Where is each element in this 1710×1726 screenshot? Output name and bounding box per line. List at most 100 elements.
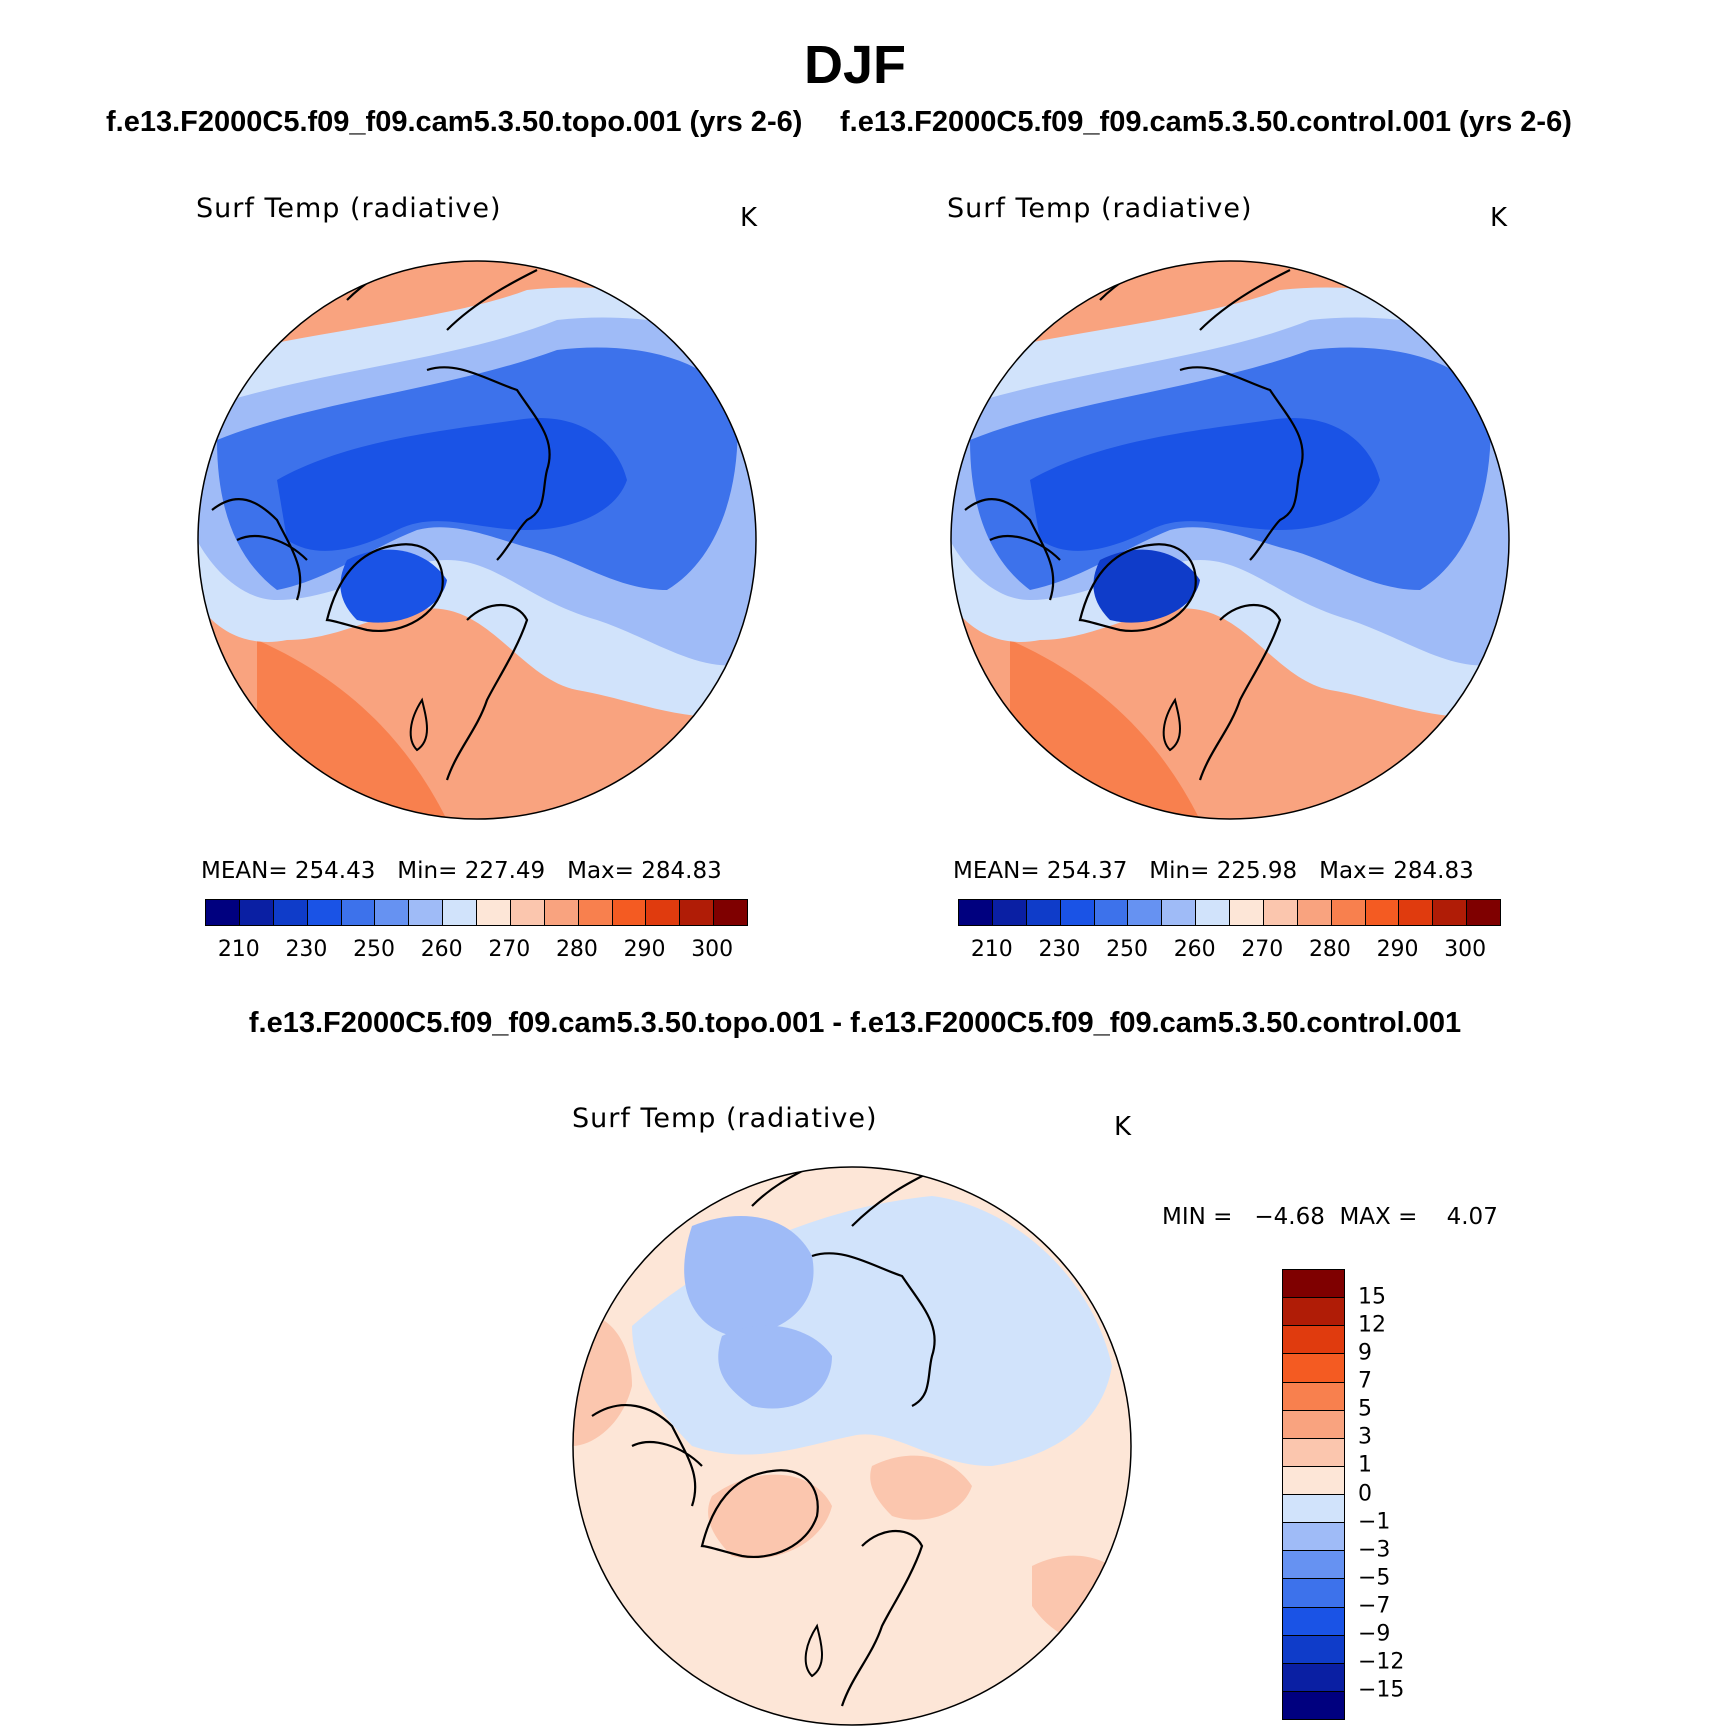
variable-label-diff: Surf Temp (radiative) [572, 1103, 878, 1134]
colorbar-topo-swatch [273, 900, 308, 925]
map-fill-greenland [340, 549, 447, 623]
colorbar-difference-tick-label: 1 [1358, 1452, 1372, 1478]
colorbar-topo-swatch [477, 900, 511, 925]
colorbar-topo-tick-label: 270 [488, 937, 531, 962]
colorbar-difference-swatch [1283, 1607, 1344, 1636]
colorbar-difference-swatch [1283, 1298, 1344, 1327]
colorbar-topo-swatch [646, 900, 681, 925]
colorbar-difference-swatch [1283, 1691, 1344, 1719]
colorbar-topo-swatch [443, 900, 477, 925]
colorbar-control-tick-label: 250 [1106, 937, 1149, 962]
season-title: DJF [803, 35, 906, 95]
colorbar-topo-swatch [307, 900, 342, 925]
map-fill-arctic [1030, 418, 1380, 551]
colorbar-control-swatch [992, 900, 1027, 925]
colorbar-topo-tick-label: 210 [217, 937, 260, 962]
colorbar-control-swatch [1128, 900, 1163, 925]
colorbar-topo-tick-label: 260 [420, 937, 463, 962]
colorbar-difference-tick-label: 3 [1358, 1424, 1372, 1450]
map-coast-canada [964, 498, 1061, 601]
colorbar-difference-tick-label: 9 [1358, 1340, 1372, 1366]
colorbar-topo-tick-label: 290 [623, 937, 666, 962]
colorbar-difference-tick-label: 12 [1358, 1312, 1386, 1338]
stats-control: MEAN= 254.37 Min= 225.98 Max= 284.83 [953, 858, 1474, 884]
colorbar-topo-swatch [544, 900, 579, 925]
map-coast-eurasia [1179, 366, 1304, 561]
colorbar-control [958, 899, 1501, 926]
map-coast-greenland [700, 1469, 819, 1558]
colorbar-difference-tick-label: −1 [1358, 1509, 1391, 1535]
map-coast-uk [409, 697, 428, 752]
map-coast-scandinavia [445, 604, 529, 781]
units-label-diff: K [1114, 1112, 1132, 1142]
colorbar-difference-swatch [1283, 1410, 1344, 1439]
run-title-topo: f.e13.F2000C5.f09_f09.cam5.3.50.topo.001… [106, 106, 803, 138]
colorbar-difference-swatch [1283, 1495, 1344, 1524]
colorbar-topo-tick-label: 300 [691, 937, 734, 962]
colorbar-control-tick-label: 210 [970, 937, 1013, 962]
colorbar-topo-swatch [612, 900, 647, 925]
colorbar-difference-tick-label: −7 [1358, 1593, 1391, 1619]
map-coast-eurasia [811, 1252, 936, 1407]
colorbar-topo-swatch [714, 900, 747, 925]
colorbar-difference-swatch [1283, 1354, 1344, 1383]
colorbar-control-swatch [1365, 900, 1400, 925]
colorbar-difference-tick-label: 5 [1358, 1396, 1372, 1422]
colorbar-control-swatch [959, 900, 993, 925]
colorbar-control-tick-label: 230 [1038, 937, 1081, 962]
variable-label-topo: Surf Temp (radiative) [196, 193, 502, 224]
units-label-control: K [1490, 203, 1508, 233]
colorbar-difference-swatch [1283, 1270, 1344, 1299]
colorbar-topo-swatch [409, 900, 444, 925]
colorbar-difference-tick-label: −12 [1358, 1649, 1405, 1675]
colorbar-control-swatch [1433, 900, 1468, 925]
colorbar-difference-swatch [1283, 1579, 1344, 1608]
colorbar-difference-tick-label: 0 [1358, 1481, 1372, 1506]
colorbar-difference-swatch [1283, 1382, 1344, 1411]
colorbar-difference-swatch [1283, 1635, 1344, 1664]
colorbar-control-swatch [1094, 900, 1129, 925]
map-coast-greenland [325, 543, 444, 632]
colorbar-difference-tick-label: 7 [1358, 1368, 1372, 1394]
colorbar-topo-tick-label: 280 [555, 937, 598, 962]
colorbar-difference-tick-label: −15 [1358, 1677, 1405, 1703]
colorbar-control-tick-label: 300 [1444, 937, 1487, 962]
colorbar-difference-tick-label: −5 [1358, 1565, 1391, 1591]
colorbar-topo-swatch [341, 900, 376, 925]
colorbar-difference-tick-label: −9 [1358, 1621, 1391, 1647]
map-fill-positive-greenland [708, 1474, 832, 1559]
map-coast-uk [1162, 697, 1181, 752]
colorbar-control-swatch [1263, 900, 1298, 925]
colorbar-ticks-difference: 15 12 9 7 5 3 1 0 −1 −3 −5 −7 −9 −12 −15 [1358, 1269, 1428, 1718]
colorbar-topo-tick-label: 250 [353, 937, 396, 962]
colorbar-topo-swatch [375, 900, 410, 925]
map-coast-eurasia [426, 366, 551, 561]
map-fill-greenland [1093, 549, 1200, 623]
colorbar-control-swatch [1026, 900, 1061, 925]
colorbar-difference-tick-label: 15 [1358, 1284, 1386, 1310]
polar-map-difference [572, 1166, 1132, 1726]
colorbar-topo-swatch [578, 900, 613, 925]
colorbar-topo-tick-label: 230 [285, 937, 328, 962]
map-fill-positive-siberia [870, 1455, 972, 1520]
colorbar-control-swatch [1331, 900, 1366, 925]
colorbar-topo-swatch [680, 900, 715, 925]
colorbar-difference-swatch [1283, 1551, 1344, 1580]
map-coast-canada [591, 1404, 703, 1507]
colorbar-difference-swatch [1283, 1438, 1344, 1467]
colorbar-control-tick-label: 290 [1376, 937, 1419, 962]
colorbar-difference [1282, 1269, 1345, 1720]
map-coast-greenland [1078, 543, 1197, 632]
colorbar-control-swatch [1060, 900, 1095, 925]
colorbar-control-swatch [1399, 900, 1434, 925]
colorbar-control-swatch [1230, 900, 1264, 925]
stats-diff: MIN = −4.68 MAX = 4.07 [1162, 1204, 1498, 1230]
difference-title: f.e13.F2000C5.f09_f09.cam5.3.50.topo.001… [248, 1007, 1462, 1039]
colorbar-ticks-topo: 210 230 250 260 270 280 290 300 [205, 937, 746, 965]
colorbar-topo-swatch [239, 900, 274, 925]
colorbar-control-tick-label: 260 [1173, 937, 1216, 962]
run-title-control: f.e13.F2000C5.f09_f09.cam5.3.50.control.… [840, 106, 1572, 138]
map-coast-scandinavia [840, 1530, 924, 1707]
map-coast-canada [211, 498, 308, 601]
colorbar-difference-swatch [1283, 1326, 1344, 1355]
